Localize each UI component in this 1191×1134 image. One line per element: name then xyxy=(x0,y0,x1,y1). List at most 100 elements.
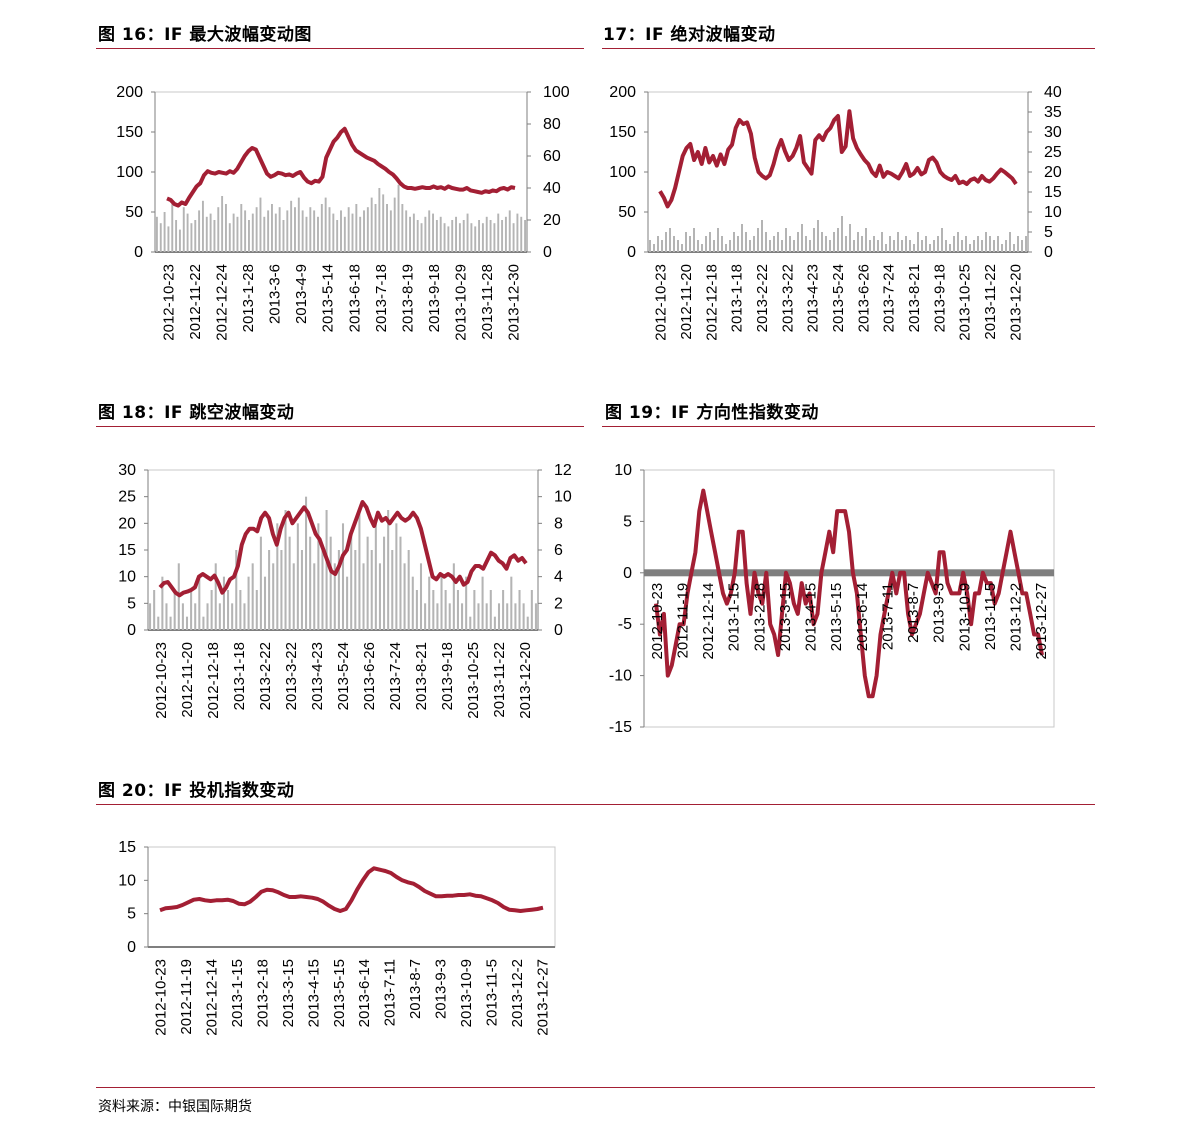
fig16-bar xyxy=(259,197,262,252)
fig17-bar xyxy=(833,232,835,252)
fig16-ytick-label: 100 xyxy=(116,164,143,181)
fig18-bar xyxy=(247,576,250,630)
fig16-ytick-label: 0 xyxy=(134,244,143,261)
fig18-bar xyxy=(259,536,262,630)
fig17-bar xyxy=(821,232,823,252)
fig16-bar xyxy=(178,229,181,252)
fig16-bar xyxy=(416,220,419,252)
fig17-bar xyxy=(869,240,871,252)
fig16-bar xyxy=(205,216,208,252)
fig18-bar xyxy=(461,603,464,630)
fig17-bar xyxy=(797,232,799,252)
fig18-y2tick-label: 8 xyxy=(554,515,563,532)
fig17-ytick-label: 50 xyxy=(618,204,636,221)
fig16-bar xyxy=(271,204,273,252)
fig17-y2tick-label: 25 xyxy=(1044,144,1062,161)
fig18-bar xyxy=(276,523,279,630)
fig17-xtick-label: 2013-9-18 xyxy=(931,264,948,332)
fig16-bar xyxy=(286,210,289,252)
fig16-bar xyxy=(221,196,224,252)
fig18-series-line xyxy=(158,500,528,598)
fig20-ytick-label: 5 xyxy=(127,906,136,923)
fig16-bar xyxy=(478,220,481,252)
fig17-bar xyxy=(737,236,739,252)
fig18-bar xyxy=(181,603,184,630)
source-note: 资料来源：中银国际期货 xyxy=(98,1099,252,1115)
fig17-bar xyxy=(953,236,955,252)
fig16-bar xyxy=(194,220,197,252)
fig16-bar xyxy=(447,226,450,252)
fig17-bar xyxy=(721,236,723,252)
fig16-bar xyxy=(340,210,342,252)
fig18-bar xyxy=(222,576,225,630)
fig16-bar xyxy=(228,223,231,252)
fig18-bar xyxy=(341,523,345,630)
fig20-title: 图 20：IF 投机指数变动 xyxy=(98,781,295,801)
fig16-bar xyxy=(186,213,189,252)
fig16-bar xyxy=(248,220,250,252)
chart-fig19: 10 5 0 -5 -10 -15 2012-10-23 2012-11-19 2012-12-… xyxy=(609,462,1055,736)
fig16-series-line xyxy=(166,126,516,208)
fig20-ytick-label: 15 xyxy=(118,839,136,856)
fig16-bar xyxy=(501,220,504,252)
fig17-bar xyxy=(941,228,943,252)
fig18-bar xyxy=(227,590,230,630)
fig18-bar xyxy=(333,563,336,630)
fig19-xtick-label: 2013-2-18 xyxy=(751,583,768,651)
fig20-xtick-label: 2012-12-14 xyxy=(204,959,221,1036)
fig18-bar xyxy=(354,550,357,630)
fig17-bar xyxy=(745,232,747,252)
fig18-bar xyxy=(300,550,303,630)
fig17-bar xyxy=(701,244,703,252)
fig16-bar xyxy=(458,223,461,252)
fig20-xtick-label: 2013-1-15 xyxy=(229,959,246,1027)
fig17-bar xyxy=(985,232,987,252)
fig16-bar xyxy=(305,216,308,252)
fig17-bar xyxy=(961,240,963,252)
fig16-bar xyxy=(363,210,365,252)
fig18-bar xyxy=(407,550,410,630)
fig17-bar xyxy=(649,240,651,252)
fig19-xtick-label: 2013-1-15 xyxy=(726,583,743,651)
fig16-bar xyxy=(213,220,216,252)
fig16-bar xyxy=(405,210,408,252)
fig20-xtick-label: 2013-2-18 xyxy=(255,959,272,1027)
fig17-bar xyxy=(925,236,927,252)
fig17-bar xyxy=(689,236,691,252)
fig16-ytick-label: 50 xyxy=(125,204,143,221)
fig16-bar xyxy=(263,216,266,252)
fig16-bar xyxy=(175,220,178,252)
fig18-bar xyxy=(165,603,168,630)
fig18-bar xyxy=(485,603,488,630)
fig17-xtick-label: 2012-10-23 xyxy=(653,264,670,341)
fig16-bar xyxy=(236,216,239,252)
fig17-bar xyxy=(885,244,887,252)
fig18-bar xyxy=(506,603,509,630)
fig18-bar xyxy=(374,523,377,630)
fig16-bar xyxy=(190,223,193,252)
fig16-bar xyxy=(217,207,220,252)
fig18-bar xyxy=(255,590,258,630)
fig17-bar xyxy=(801,224,803,252)
fig20-xtick-label: 2013-11-5 xyxy=(483,959,500,1026)
fig17-bar xyxy=(997,236,999,252)
fig17-xtick-label: 2013-3-22 xyxy=(779,264,796,332)
fig17-xtick-label: 2013-10-25 xyxy=(957,264,974,341)
fig18-bar xyxy=(399,536,402,630)
fig17-bar xyxy=(741,224,743,252)
fig18-bar xyxy=(452,563,455,630)
fig20-xtick-label: 2013-9-3 xyxy=(433,959,450,1019)
fig17-xtick-label: 2013-1-18 xyxy=(729,264,746,332)
fig17-bar xyxy=(845,236,847,252)
fig17-bar xyxy=(805,236,807,252)
fig17-rule xyxy=(602,48,1095,49)
fig18-xtick-label: 2013-4-23 xyxy=(309,642,326,710)
fig16-xtick-label: 2012-12-24 xyxy=(213,264,230,341)
fig17-bar xyxy=(877,240,879,252)
fig18-ytick-label: 0 xyxy=(127,622,136,639)
fig16-bar xyxy=(366,207,369,252)
fig18-bar xyxy=(325,510,328,630)
fig19-ytick-label: 0 xyxy=(623,565,632,582)
